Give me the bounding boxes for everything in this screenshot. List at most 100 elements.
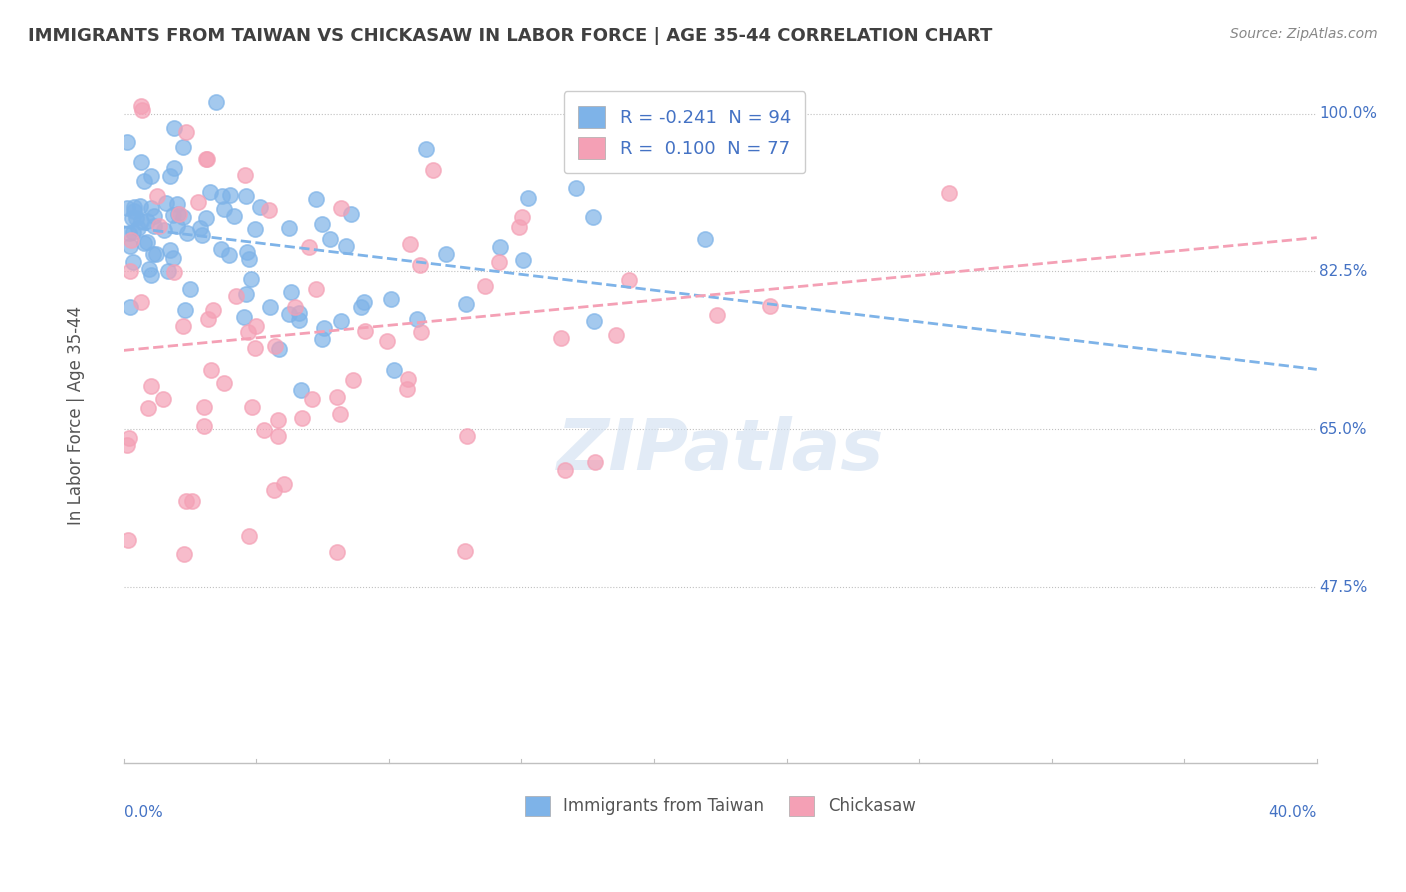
- Point: [245, 318, 267, 333]
- Point: [695, 232, 717, 246]
- Point: [353, 294, 375, 309]
- Point: [224, 209, 246, 223]
- Point: [134, 174, 156, 188]
- Point: [259, 300, 281, 314]
- Point: [434, 247, 457, 261]
- Point: [194, 152, 217, 166]
- Point: [759, 299, 782, 313]
- Text: In Labor Force | Age 35-44: In Labor Force | Age 35-44: [67, 306, 86, 525]
- Point: [188, 221, 211, 235]
- Point: [273, 476, 295, 491]
- Point: [127, 221, 149, 235]
- Point: [301, 392, 323, 407]
- Point: [176, 227, 198, 241]
- Point: [218, 248, 240, 262]
- Point: [235, 189, 257, 203]
- Point: [166, 197, 188, 211]
- Point: [236, 245, 259, 260]
- Point: [187, 195, 209, 210]
- Point: [938, 186, 960, 200]
- Point: [121, 225, 143, 239]
- Point: [131, 103, 153, 118]
- Point: [240, 401, 263, 415]
- Point: [304, 282, 326, 296]
- Point: [516, 191, 538, 205]
- Text: 100.0%: 100.0%: [1319, 106, 1376, 121]
- Point: [200, 362, 222, 376]
- Point: [129, 199, 152, 213]
- Point: [166, 219, 188, 234]
- Point: [488, 255, 510, 269]
- Point: [664, 130, 686, 145]
- Point: [329, 201, 352, 215]
- Point: [121, 255, 143, 269]
- Point: [243, 222, 266, 236]
- Point: [157, 264, 180, 278]
- Point: [354, 324, 377, 338]
- Point: [330, 314, 353, 328]
- Point: [173, 547, 195, 561]
- Point: [139, 378, 162, 392]
- Point: [405, 312, 427, 326]
- Point: [117, 533, 139, 548]
- Point: [135, 213, 157, 227]
- Text: 47.5%: 47.5%: [1319, 580, 1368, 595]
- Point: [167, 206, 190, 220]
- Point: [120, 263, 142, 277]
- Point: [706, 308, 728, 322]
- Point: [263, 339, 285, 353]
- Point: [118, 431, 141, 445]
- Point: [225, 289, 247, 303]
- Point: [142, 219, 165, 233]
- Point: [141, 268, 163, 283]
- Point: [174, 303, 197, 318]
- Point: [132, 235, 155, 250]
- Point: [212, 376, 235, 390]
- Point: [290, 384, 312, 398]
- Point: [131, 99, 153, 113]
- Text: IMMIGRANTS FROM TAIWAN VS CHICKASAW IN LABOR FORCE | AGE 35-44 CORRELATION CHART: IMMIGRANTS FROM TAIWAN VS CHICKASAW IN L…: [28, 27, 993, 45]
- Point: [120, 233, 142, 247]
- Point: [288, 306, 311, 320]
- Point: [454, 297, 477, 311]
- Point: [139, 169, 162, 184]
- Point: [122, 200, 145, 214]
- Point: [131, 294, 153, 309]
- Point: [422, 163, 444, 178]
- Point: [565, 181, 588, 195]
- Point: [142, 246, 165, 260]
- Point: [249, 200, 271, 214]
- Point: [335, 239, 357, 253]
- Point: [202, 303, 225, 318]
- Point: [152, 392, 174, 406]
- Point: [204, 95, 226, 110]
- Point: [259, 202, 281, 217]
- Point: [121, 211, 143, 226]
- Point: [489, 240, 512, 254]
- Text: 0.0%: 0.0%: [124, 805, 163, 820]
- Point: [163, 161, 186, 175]
- Point: [721, 101, 744, 115]
- Point: [288, 313, 311, 327]
- Point: [349, 301, 371, 315]
- Point: [605, 328, 627, 343]
- Point: [239, 272, 262, 286]
- Point: [155, 195, 177, 210]
- Point: [115, 201, 138, 215]
- Point: [280, 285, 302, 299]
- Text: 40.0%: 40.0%: [1268, 805, 1317, 820]
- Point: [582, 314, 605, 328]
- Point: [263, 483, 285, 497]
- Point: [342, 373, 364, 387]
- Point: [305, 192, 328, 206]
- Point: [314, 321, 336, 335]
- Point: [162, 251, 184, 265]
- Point: [115, 136, 138, 150]
- Point: [583, 455, 606, 469]
- Point: [138, 262, 160, 277]
- Point: [209, 242, 232, 256]
- Point: [219, 188, 242, 202]
- Point: [117, 226, 139, 240]
- Point: [399, 237, 422, 252]
- Point: [278, 220, 301, 235]
